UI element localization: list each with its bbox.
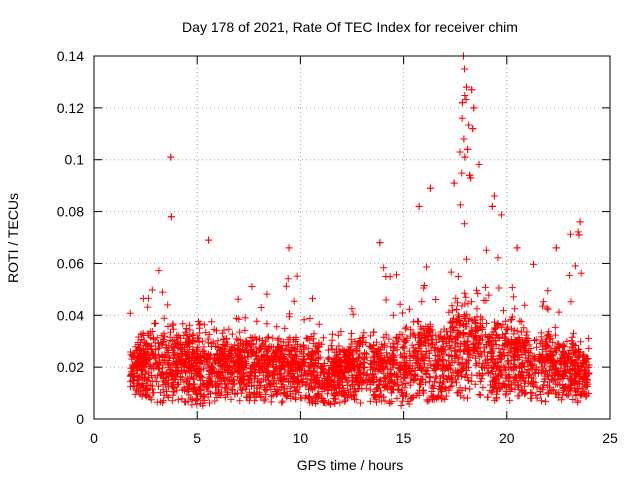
outlier-point [513, 244, 521, 252]
outlier-point [463, 83, 471, 91]
x-axis-title: GPS time / hours [297, 457, 404, 473]
y-tick-label: 0.14 [57, 48, 84, 64]
roti-data-points [126, 52, 593, 410]
outlier-point [376, 239, 384, 247]
y-tick-label: 0.1 [65, 152, 85, 168]
outlier-point [167, 153, 175, 161]
plot-frame [93, 55, 611, 420]
x-tick-label: 0 [90, 430, 98, 446]
outlier-point [490, 192, 498, 200]
ticks-layer: 0 0.02 0.04 0.06 0.08 0.1 0.12 0.14 0 5 10 15 20 25 [57, 48, 618, 446]
outlier-point [468, 86, 476, 94]
y-tick-label: 0 [76, 411, 84, 427]
outlier-point [488, 202, 496, 210]
outlier-point [467, 174, 475, 182]
points-layer [126, 52, 593, 410]
outlier-point [205, 236, 213, 244]
outlier-point [575, 231, 583, 239]
outlier-point [460, 135, 468, 143]
y-tick-label: 0.06 [57, 255, 84, 271]
outlier-point [460, 65, 468, 73]
outlier-point [167, 213, 175, 221]
outlier-point [469, 125, 477, 133]
outlier-point [576, 218, 584, 226]
x-tick-label: 15 [396, 430, 412, 446]
outlier-point [458, 99, 466, 107]
y-tick-label: 0.08 [57, 204, 84, 220]
y-tick-label: 0.02 [57, 359, 84, 375]
chart-title: Day 178 of 2021, Rate Of TEC Index for r… [182, 19, 518, 35]
y-axis-title: ROTI / TECUs [5, 193, 21, 283]
y-tick-label: 0.04 [57, 307, 84, 323]
x-tick-label: 5 [193, 430, 201, 446]
outlier-point [285, 244, 293, 252]
x-tick-label: 20 [499, 430, 515, 446]
outlier-point [415, 202, 423, 210]
outlier-point [470, 104, 478, 112]
outlier-point [461, 153, 469, 161]
grid-layer [94, 56, 610, 419]
outlier-point [426, 184, 434, 192]
outlier-point [464, 145, 472, 153]
y-tick-label: 0.12 [57, 100, 84, 116]
outlier-point [552, 244, 560, 252]
outlier-point [450, 179, 458, 187]
x-tick-label: 10 [293, 430, 309, 446]
x-tick-label: 25 [602, 430, 618, 446]
